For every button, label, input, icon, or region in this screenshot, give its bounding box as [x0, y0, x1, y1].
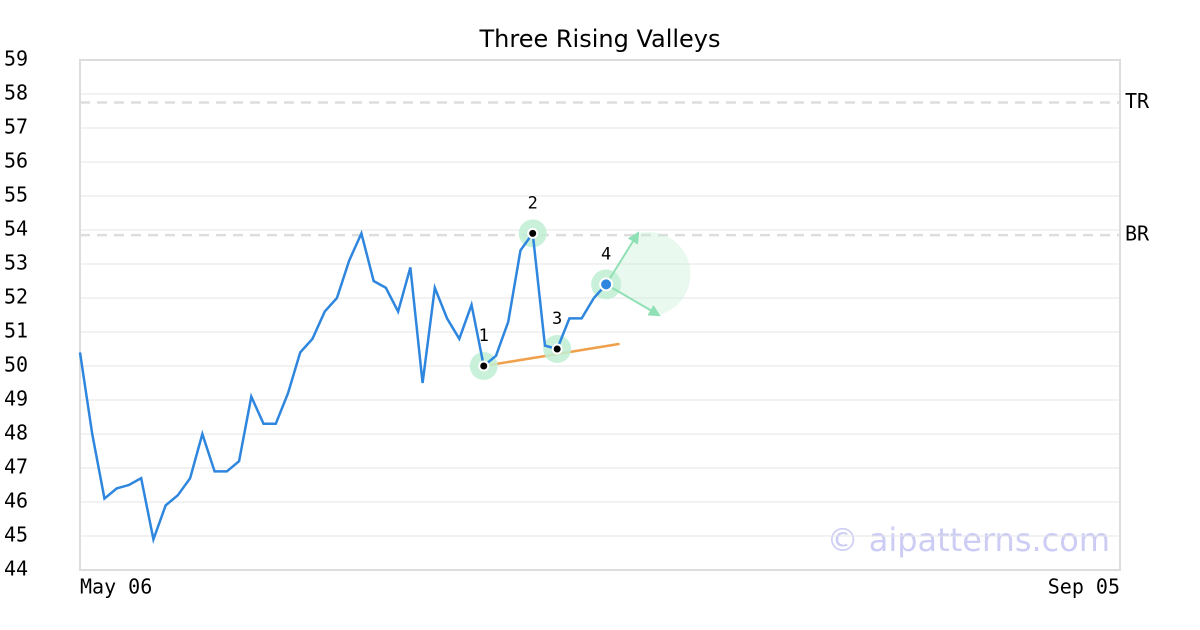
- y-tick-label: 49: [4, 387, 28, 411]
- y-tick-label: 45: [4, 523, 28, 547]
- y-tick-label: 48: [4, 421, 28, 445]
- pivot-label: 4: [601, 244, 611, 264]
- y-tick-label: 51: [4, 319, 28, 343]
- pivot-point: [527, 227, 539, 239]
- y-tick-label: 46: [4, 489, 28, 513]
- chart-title: Three Rising Valleys: [478, 25, 720, 53]
- y-tick-label: 52: [4, 285, 28, 309]
- pivot-label: 2: [528, 193, 538, 213]
- y-tick-label: 59: [4, 47, 28, 71]
- forecast-arrow: [605, 283, 661, 317]
- y-tick-label: 55: [4, 183, 28, 207]
- x-tick-label: Sep 05: [1048, 575, 1120, 599]
- pivot-label: 1: [479, 326, 489, 346]
- y-tick-label: 50: [4, 353, 28, 377]
- y-tick-label: 53: [4, 251, 28, 275]
- level-label: TR: [1125, 89, 1150, 113]
- y-tick-label: 58: [4, 81, 28, 105]
- y-tick-label: 44: [4, 557, 28, 581]
- forecast-cone: [606, 232, 691, 315]
- price-line: [78, 229, 608, 545]
- y-tick-label: 54: [4, 217, 28, 241]
- forecast-arrow: [605, 231, 640, 285]
- y-tick-label: 57: [4, 115, 28, 139]
- pivot-label: 3: [552, 309, 562, 329]
- y-tick-label: 56: [4, 149, 28, 173]
- plot-frame: [79, 59, 1121, 571]
- y-tick-label: 47: [4, 455, 28, 479]
- watermark: © aipatterns.com: [827, 521, 1110, 559]
- pivot-point: [599, 277, 614, 292]
- level-label: BR: [1125, 222, 1150, 246]
- pivot-point: [551, 343, 563, 355]
- x-tick-label: May 06: [80, 575, 152, 599]
- pivot-point: [478, 360, 490, 372]
